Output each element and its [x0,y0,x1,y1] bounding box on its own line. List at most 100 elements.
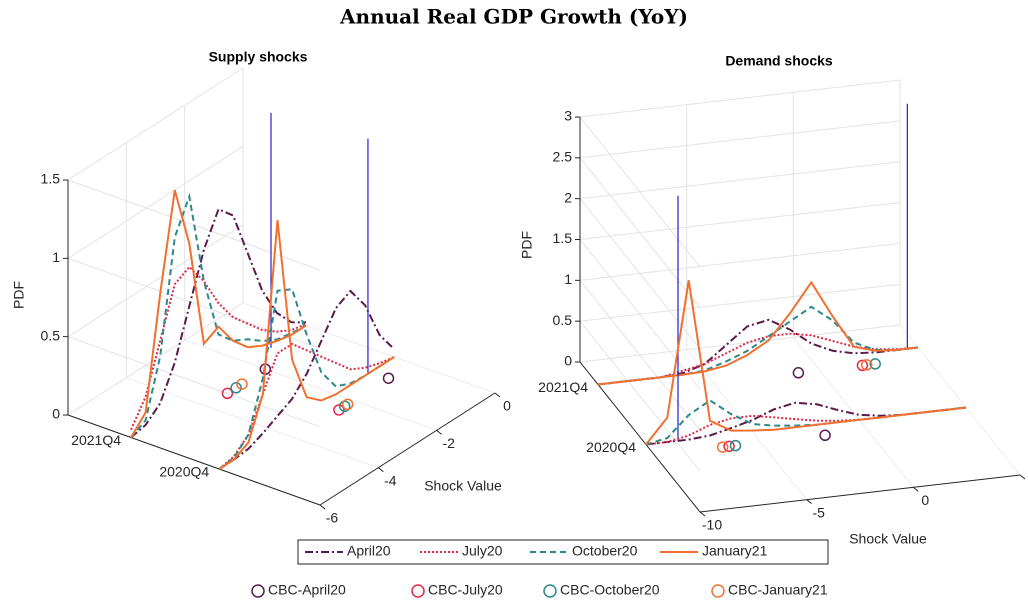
grid-line [579,283,901,322]
legend-label: July20 [462,543,503,559]
suptitle: Annual Real GDP Growth (YoY) [339,5,688,29]
density-line [645,406,967,446]
grid-line [242,302,496,394]
cbc-marker [341,398,354,411]
density-line [597,280,919,386]
legend-label: CBC-October20 [560,582,660,598]
density-line [597,318,919,386]
x-tick [1019,474,1026,480]
x-tick-label: 0 [921,492,929,508]
z-axis-label: PDF [11,281,27,309]
density-line [218,289,395,470]
x-tick-label: -6 [326,510,339,526]
grid-line [579,79,901,118]
z-tick-label: 0.5 [41,327,61,343]
z-tick-label: 2.5 [553,149,573,165]
quarter-label: 2021Q4 [538,379,588,395]
grid-line [579,202,901,240]
grid-line [579,161,901,200]
cbc-marker [729,439,742,452]
cbc-marker [230,382,242,394]
grid-line [579,198,701,349]
grid-line [67,336,321,428]
cbc-marker [333,404,345,416]
quarter-label: 2020Q4 [586,439,636,455]
x-tick [319,504,326,510]
grid-line [899,324,1021,476]
legend-marker [711,584,725,598]
cbc-marker [856,359,869,372]
z-tick-label: 1 [564,271,572,287]
x-tick-label: -5 [812,504,825,520]
density-line [218,288,395,470]
z-tick-label: 0.5 [553,312,573,328]
grid-line [579,120,901,159]
legend-marker [543,584,557,598]
cbc-marker [792,367,805,379]
x-tick [494,392,501,398]
z-tick-label: 0 [52,406,60,422]
density-line [218,220,395,470]
x-tick-label: -10 [702,517,722,533]
x-tick [436,429,442,435]
grid-line [579,157,701,309]
x-axis [699,474,1021,513]
x-tick [378,467,384,473]
depth-axis [579,361,701,513]
legend-label: CBC-April20 [268,582,346,598]
legend-label: October20 [572,543,638,559]
cbc-marker [819,429,831,442]
x-tick-label: 0 [503,398,511,414]
density-line [130,207,307,439]
x-tick-label: -2 [442,435,455,451]
z-tick-label: 2 [564,189,572,205]
grid-line [67,257,321,349]
cbc-marker [221,387,234,400]
grid-line [579,320,701,472]
z-tick-label: 1.5 [553,230,573,246]
cbc-marker [382,372,395,384]
x-axis [319,392,496,506]
grid-line [67,67,244,181]
x-tick [913,486,919,492]
x-tick-label: -4 [384,472,397,488]
cbc-marker [869,358,881,370]
z-tick-label: 3 [564,108,572,124]
legend-label: CBC-July20 [428,582,503,598]
grid-line [184,339,437,431]
density-line [130,265,307,431]
x-axis-label: Shock Value [424,478,502,494]
cbc-marker [723,440,735,453]
cbc-marker [716,441,729,453]
quarter-label: 2020Q4 [159,464,209,480]
legend-marker [411,584,425,598]
z-tick-label: 1 [52,249,60,265]
grid-line [67,145,244,259]
subplot-title: Supply shocks [209,49,308,65]
cbc-marker [860,359,873,371]
cbc-marker [236,378,248,390]
grid-line [579,280,701,431]
subplot-title: Demand shocks [725,53,833,69]
grid-line [579,242,901,281]
density-line [130,192,307,439]
z-tick-label: 1.5 [41,171,61,187]
grid-line [579,324,901,363]
z-axis-label: PDF [519,231,535,259]
legend-label: January21 [702,543,768,559]
legend-label: CBC-January21 [728,582,828,598]
z-tick-label: 0 [564,353,572,369]
grid-line [67,224,244,338]
density-line [597,305,919,386]
grid-line [579,239,701,390]
legend-marker [251,584,265,598]
grid-line [792,337,914,488]
grid-line [126,377,379,469]
grid-line [67,302,244,416]
density-line [645,280,967,446]
grid-line [579,116,701,268]
quarter-label: 2021Q4 [71,432,121,448]
x-tick [806,499,812,505]
x-tick [699,511,706,517]
legend-label: April20 [347,543,391,559]
